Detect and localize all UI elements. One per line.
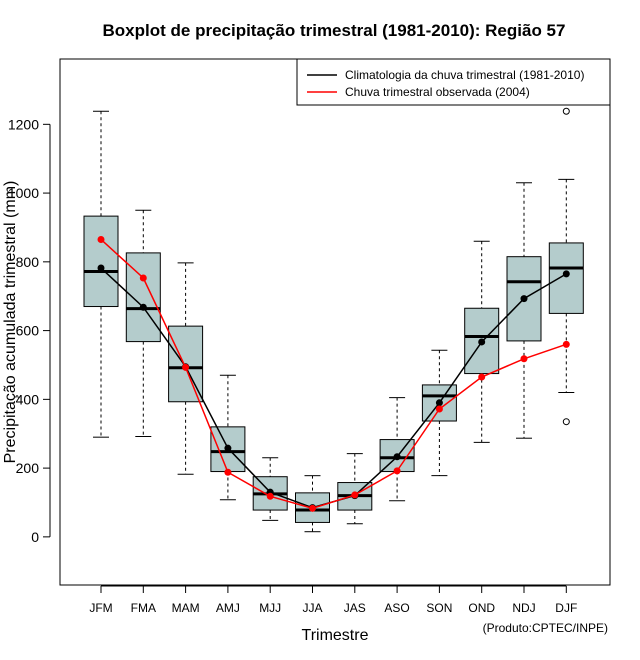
y-tick-label: 400 xyxy=(16,391,40,407)
credit-label: (Produto:CPTEC/INPE) xyxy=(483,621,608,635)
climatology-point xyxy=(435,399,443,407)
observed-point xyxy=(562,340,570,348)
observed-point xyxy=(182,363,190,371)
legend-label-climatology: Climatologia da chuva trimestral (1981-2… xyxy=(345,68,584,82)
observed-point xyxy=(520,355,528,363)
y-tick-label: 0 xyxy=(31,529,39,545)
x-axis: JFM FMA MAM AMJ MJJ JJA JAS ASO SON OND NDJ DJF xyxy=(89,585,577,615)
y-tick-label: 200 xyxy=(16,460,40,476)
legend-label-observed: Chuva trimestral observada (2004) xyxy=(345,85,530,99)
observed-point xyxy=(309,504,316,512)
observed-point xyxy=(393,467,401,475)
climatology-point xyxy=(520,295,528,303)
chart-title: Boxplot de precipitação trimestral (1981… xyxy=(103,21,566,40)
y-tick-label: 800 xyxy=(16,254,40,270)
observed-point xyxy=(351,491,359,499)
box-iqr xyxy=(548,242,584,314)
climatology-point xyxy=(139,303,147,311)
x-tick-label: NDJ xyxy=(512,601,535,615)
observed-point xyxy=(435,405,443,413)
x-tick-label: FMA xyxy=(131,601,156,615)
climatology-point xyxy=(224,444,232,452)
observed-point xyxy=(97,235,105,243)
boxes xyxy=(83,107,584,533)
outlier-point xyxy=(562,418,570,426)
y-tick-label: 1000 xyxy=(8,185,39,201)
observed-point xyxy=(266,492,274,500)
climatology-point xyxy=(393,453,401,461)
x-tick-label: JFM xyxy=(89,601,112,615)
box-iqr xyxy=(83,215,119,308)
x-tick-label: DJF xyxy=(555,601,577,615)
x-tick-label: ASO xyxy=(384,601,409,615)
x-tick-label: AMJ xyxy=(216,601,240,615)
observed-point xyxy=(478,373,486,381)
observed-point xyxy=(139,274,147,282)
legend-box xyxy=(296,58,611,106)
x-axis-title: Trimestre xyxy=(302,627,369,644)
x-tick-label: MJJ xyxy=(259,601,281,615)
observed-point xyxy=(224,468,232,476)
y-axis: 0 200 400 600 800 1000 1200 xyxy=(8,116,51,545)
x-tick-label: MAM xyxy=(172,601,200,615)
x-tick-label: JJA xyxy=(302,601,322,615)
climatology-point xyxy=(478,338,486,346)
observed-line xyxy=(100,238,567,510)
legend: Climatologia da chuva trimestral (1981-2… xyxy=(296,58,611,106)
x-tick-label: OND xyxy=(468,601,495,615)
climatology-point xyxy=(97,264,105,272)
x-tick-label: SON xyxy=(426,601,452,615)
y-tick-label: 1200 xyxy=(8,116,39,132)
series-lines xyxy=(97,235,570,512)
y-tick-label: 600 xyxy=(16,323,40,339)
y-axis-title: Precipitação acumulada trimestral (mm) xyxy=(2,181,19,464)
climatology-point xyxy=(562,270,570,278)
outlier-point xyxy=(562,107,570,115)
x-tick-label: JAS xyxy=(344,601,366,615)
